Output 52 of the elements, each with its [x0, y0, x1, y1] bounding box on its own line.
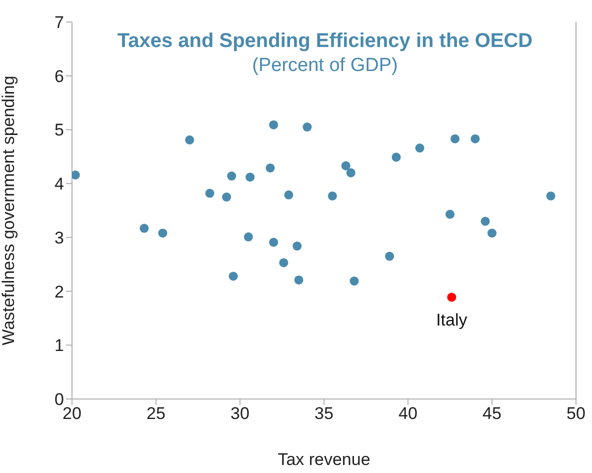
x-tick-label: 30 — [230, 404, 250, 424]
point — [185, 135, 194, 144]
x-tick-label: 20 — [62, 404, 82, 424]
point — [269, 120, 278, 130]
point — [158, 228, 168, 238]
point — [292, 242, 302, 251]
y-tick-label: 3 — [54, 228, 64, 248]
point — [445, 210, 455, 219]
y-tick-label: 5 — [54, 120, 64, 140]
point — [222, 192, 232, 202]
point — [450, 134, 460, 144]
x-tick-label: 50 — [566, 404, 586, 424]
point — [302, 122, 312, 132]
y-axis-title: Wastefulness government spending — [0, 76, 18, 346]
point — [328, 191, 337, 200]
point — [341, 161, 350, 170]
x-axis-title: Tax revenue — [278, 450, 370, 469]
point — [480, 216, 490, 226]
point — [72, 170, 80, 180]
point — [487, 228, 497, 238]
point — [415, 144, 424, 153]
x-tick-label: 25 — [146, 404, 166, 424]
point — [269, 238, 278, 247]
point — [140, 224, 149, 233]
point — [266, 163, 275, 172]
point — [385, 252, 394, 261]
point — [246, 172, 255, 182]
point — [350, 276, 359, 286]
annotation: Italy — [436, 310, 468, 330]
point — [546, 191, 556, 200]
x-tick-label: 45 — [482, 404, 502, 424]
point — [294, 275, 304, 284]
y-tick-label: 2 — [54, 282, 64, 302]
point — [228, 272, 238, 281]
point — [244, 232, 253, 242]
point — [279, 258, 288, 268]
x-tick-label: 35 — [314, 404, 334, 424]
chart-title: Taxes and Spending Efficiency in the OECD — [116, 30, 534, 53]
y-tick-label: 0 — [54, 390, 64, 410]
point — [392, 152, 401, 162]
y-tick-label: 7 — [54, 13, 64, 32]
y-tick-label: 4 — [54, 174, 64, 194]
point — [470, 134, 480, 144]
point — [447, 292, 456, 302]
point — [346, 168, 356, 178]
x-tick-label: 40 — [398, 404, 418, 424]
point — [284, 190, 294, 200]
point — [227, 172, 236, 181]
point — [205, 188, 214, 198]
text: (Percent of GDP) — [251, 55, 399, 77]
y-tick-label: 6 — [54, 66, 64, 86]
y-tick-label: 1 — [54, 336, 64, 356]
